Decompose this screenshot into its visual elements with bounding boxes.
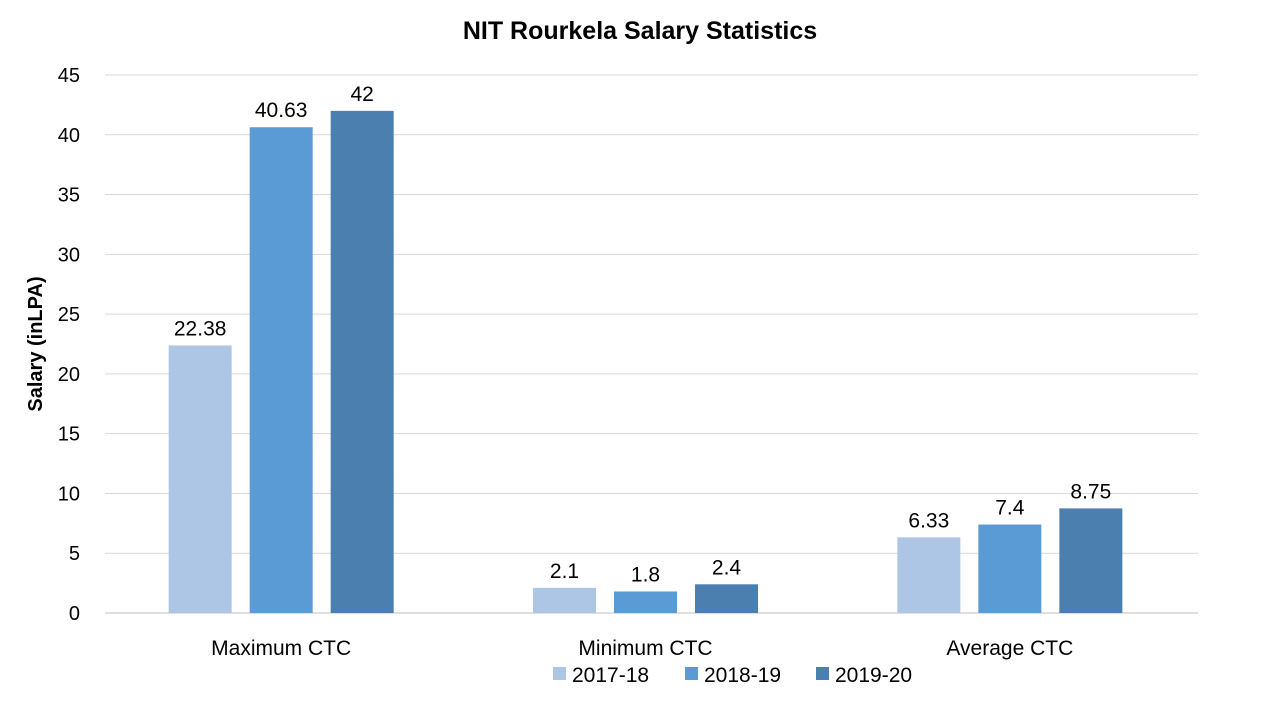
- legend-label: 2019-20: [835, 664, 912, 687]
- bar: [614, 591, 677, 613]
- bar: [1059, 508, 1123, 613]
- y-tick-label: 0: [69, 603, 80, 625]
- y-tick-label: 30: [58, 244, 80, 266]
- bar: [978, 524, 1042, 613]
- legend-swatch: [685, 667, 698, 680]
- y-tick-label: 5: [69, 543, 80, 565]
- y-tick-label: 25: [58, 304, 80, 326]
- legend-label: 2017-18: [572, 664, 649, 687]
- data-label: 42: [350, 83, 373, 106]
- bar: [897, 537, 961, 613]
- data-label: 2.4: [712, 556, 742, 579]
- bar: [168, 345, 232, 613]
- y-tick-label: 10: [58, 483, 80, 505]
- y-tick-label: 20: [58, 364, 80, 386]
- data-label: 1.8: [631, 563, 660, 586]
- bar: [533, 587, 596, 613]
- y-tick-label: 15: [58, 424, 80, 446]
- bar: [249, 127, 313, 613]
- y-tick-label: 40: [58, 125, 80, 147]
- data-label: 40.63: [255, 99, 308, 122]
- data-label: 2.1: [550, 560, 579, 583]
- x-tick-label: Minimum CTC: [578, 637, 712, 660]
- legend-label: 2018-19: [704, 664, 781, 687]
- x-tick-label: Maximum CTC: [211, 637, 351, 660]
- data-label: 22.38: [174, 317, 227, 340]
- chart-title: NIT Rourkela Salary Statistics: [463, 17, 817, 45]
- data-label: 7.4: [995, 497, 1025, 520]
- y-axis-label: Salary (inLPA): [25, 276, 47, 411]
- data-label: 8.75: [1070, 480, 1111, 503]
- y-tick-label: 35: [58, 185, 80, 207]
- y-tick-label: 45: [58, 65, 80, 87]
- bar: [695, 584, 758, 613]
- bar: [330, 110, 394, 613]
- x-tick-label: Average CTC: [946, 637, 1073, 660]
- data-label: 6.33: [908, 509, 949, 532]
- legend-swatch: [553, 667, 566, 680]
- legend-swatch: [816, 667, 829, 680]
